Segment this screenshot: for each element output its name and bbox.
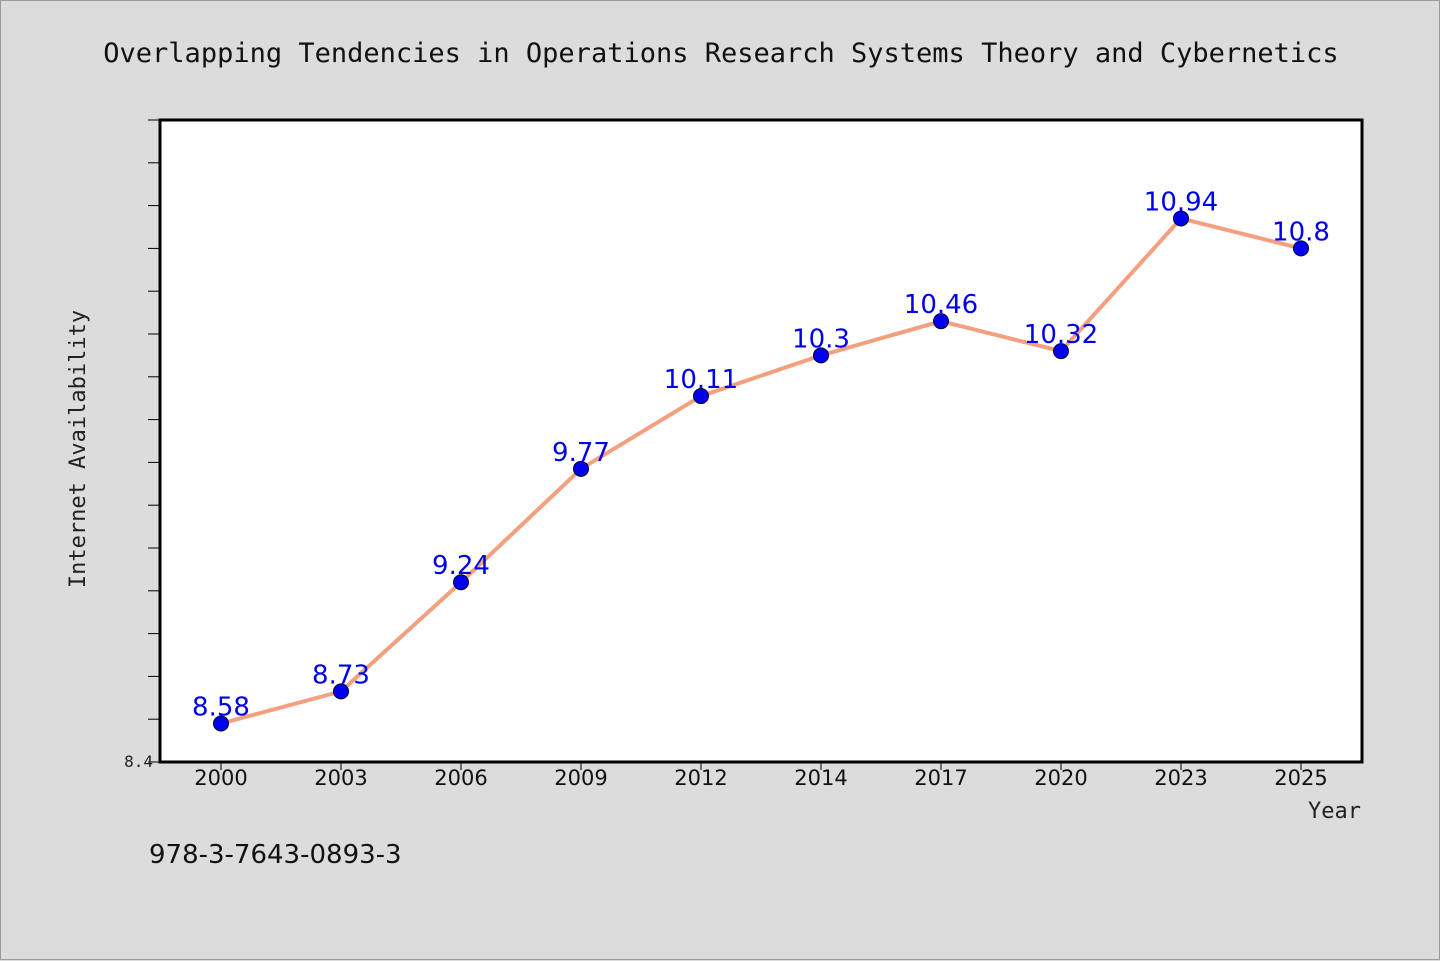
data-label: 8.73 (312, 660, 370, 690)
data-point (1293, 240, 1309, 257)
data-point (693, 388, 709, 405)
x-tick-label: 2014 (794, 766, 847, 790)
data-point (933, 313, 949, 330)
data-point (813, 347, 829, 364)
data-point (1053, 343, 1069, 360)
data-label: 9.24 (432, 551, 490, 581)
x-tick-label: 2000 (194, 766, 247, 790)
x-tick-label: 2006 (434, 766, 487, 790)
x-axis-label: Year (1308, 799, 1361, 824)
data-label: 10.32 (1024, 320, 1098, 350)
series-line (220, 216, 1302, 726)
data-label: 10.46 (904, 290, 978, 320)
series-layer: 8.58 8.73 9.24 9.77 10.11 10.3 10.46 10.32 10.94… (192, 187, 1330, 732)
isbn-text: 978-3-7643-0893-3 (149, 840, 402, 870)
y-axis-label: Internet Availability (66, 310, 91, 588)
data-label: 9.77 (552, 438, 610, 468)
data-label: 10.94 (1144, 187, 1218, 217)
y-tick-label: 8.4 (124, 752, 153, 771)
x-tick-label: 2020 (1034, 766, 1087, 790)
y-axis-ticks (148, 119, 160, 763)
data-point (213, 715, 229, 732)
data-label: 8.58 (192, 692, 250, 722)
x-axis-ticks: 2000 2003 2006 2009 2012 2014 2017 2020 2023 2025 (194, 762, 1328, 790)
data-point (453, 574, 469, 591)
x-tick-label: 2025 (1274, 766, 1327, 790)
data-point (1173, 210, 1189, 227)
chart-title: Overlapping Tendencies in Operations Res… (103, 38, 1338, 69)
data-point (573, 460, 589, 477)
x-tick-label: 2023 (1154, 766, 1207, 790)
data-point (333, 683, 349, 700)
data-label: 10.8 (1272, 217, 1330, 247)
data-label: 10.11 (664, 365, 738, 395)
x-tick-label: 2009 (554, 766, 607, 790)
plot-area (158, 118, 1364, 764)
x-tick-label: 2012 (674, 766, 727, 790)
x-tick-label: 2017 (914, 766, 967, 790)
data-label: 10.3 (792, 324, 850, 354)
x-tick-label: 2003 (314, 766, 367, 790)
